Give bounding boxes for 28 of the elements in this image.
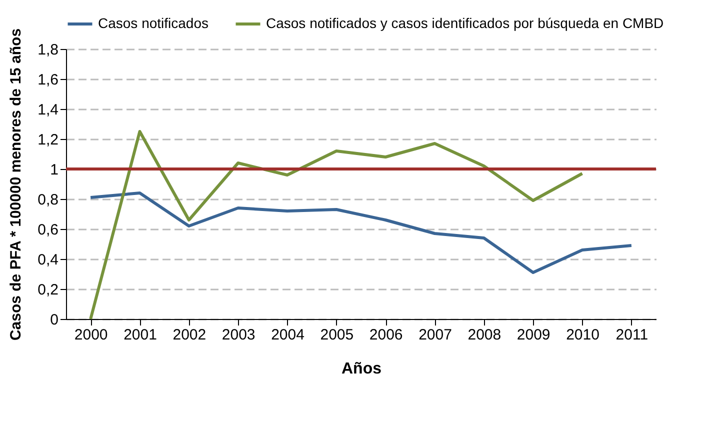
y-tick-label: 1,4 [38, 102, 58, 118]
line-series [89, 130, 584, 320]
x-tick-label: 2001 [124, 326, 157, 344]
y-tick-label: 0 [50, 312, 58, 328]
x-tick-label: 2003 [222, 326, 256, 344]
legend-label: Casos notificados y casos identificados por búsqueda en CMBD [266, 15, 664, 31]
x-tick-label: 2011 [616, 326, 648, 344]
x-tick-label: 2008 [468, 326, 502, 344]
x-tick-label: 2000 [74, 326, 108, 344]
x-tick-label: 2004 [271, 326, 304, 344]
x-axis-title: Años [342, 360, 382, 378]
y-tick-label: 0,8 [38, 192, 58, 208]
y-tick-label: 0,2 [38, 282, 58, 298]
y-tick-label: 1,6 [38, 72, 58, 88]
y-tick-label: 0,6 [38, 222, 58, 238]
legend-label: Casos notificados [98, 15, 209, 31]
y-tick-label: 1,8 [38, 42, 58, 58]
x-tick-label: 2007 [418, 326, 452, 344]
x-tick-label: 2002 [172, 326, 206, 344]
x-tick-label: 2009 [516, 326, 550, 344]
x-tick-label: 2010 [566, 326, 600, 344]
line-series [89, 192, 633, 274]
x-tick-label: 2006 [369, 326, 403, 344]
y-tick-label: 1 [50, 162, 58, 178]
x-tick-label: 2005 [320, 326, 354, 344]
y-tick-label: 1,2 [38, 132, 58, 148]
y-axis-title: Casos de PFA * 100000 menores de 15 años [8, 28, 25, 341]
y-tick-label: 0,4 [38, 252, 58, 268]
